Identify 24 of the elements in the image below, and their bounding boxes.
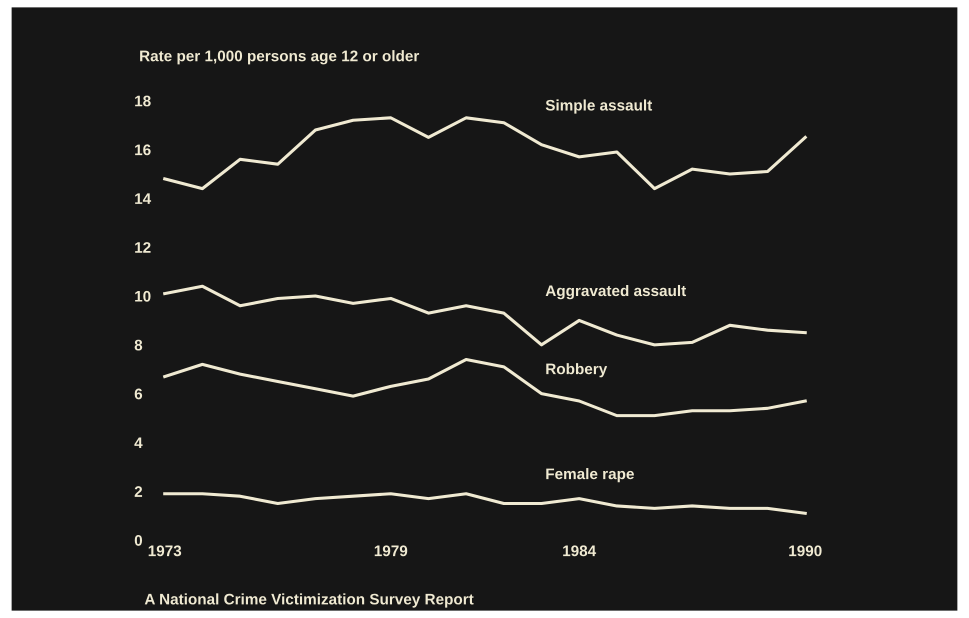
y-tick-label: 16 (135, 144, 151, 156)
line-series (163, 116, 807, 190)
x-tick-label: 1990 (789, 545, 822, 556)
series-label: Female rape (546, 468, 634, 482)
y-tick-label: 10 (135, 290, 151, 302)
y-tick-label: 14 (135, 193, 152, 204)
y-tick-label: 4 (134, 438, 143, 448)
text: Aggravated assault (546, 284, 686, 300)
x-tick-label: 1984 (563, 545, 596, 556)
y-tick-label: 0 (134, 535, 142, 546)
line-series (163, 358, 807, 418)
text: A National Crime Victimization Survey Report (144, 593, 474, 608)
series-label: Robbery (546, 363, 608, 378)
y-tick-label: 18 (135, 96, 151, 106)
y-tick-label: 12 (135, 242, 151, 253)
series-label: Simple assault (546, 99, 652, 114)
x-tick-label: 1979 (374, 545, 408, 556)
y-tick-label: 2 (134, 486, 142, 497)
y-tick-label: 8 (134, 340, 142, 351)
x-tick-label: 1973 (148, 545, 182, 556)
line-series (163, 492, 807, 515)
line-series (163, 284, 807, 346)
y-tick-label: 6 (134, 388, 142, 400)
y-axis-title: Rate per 1,000 persons age 12 or older (140, 50, 420, 64)
